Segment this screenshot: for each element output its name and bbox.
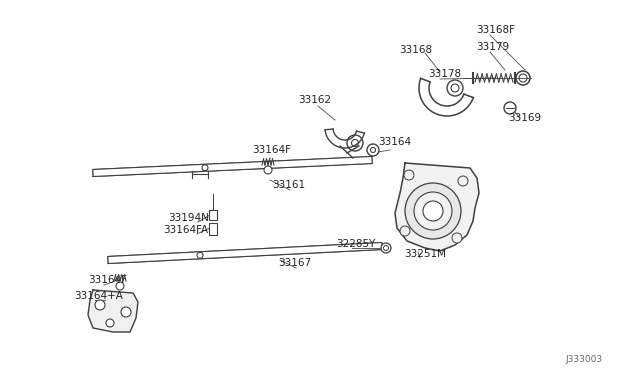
Circle shape [404,170,414,180]
Circle shape [106,319,114,327]
Circle shape [95,300,105,310]
FancyBboxPatch shape [209,223,217,235]
Text: 33164: 33164 [378,137,411,147]
Circle shape [383,246,388,250]
Text: 33179: 33179 [476,42,509,52]
Circle shape [519,74,527,82]
Circle shape [516,71,530,85]
Circle shape [347,135,363,151]
Circle shape [371,148,376,153]
Text: 33169: 33169 [508,113,541,123]
Circle shape [121,307,131,317]
Circle shape [451,84,459,92]
Circle shape [197,252,203,258]
Circle shape [116,282,124,290]
Circle shape [447,80,463,96]
Circle shape [504,102,516,114]
Circle shape [458,176,468,186]
Circle shape [351,140,358,147]
Text: 33161: 33161 [272,180,305,190]
Text: 33168F: 33168F [476,25,515,35]
Text: 33164F: 33164F [88,275,127,285]
Text: 33178: 33178 [428,69,461,79]
Text: 33164FA: 33164FA [163,225,208,235]
Polygon shape [395,163,479,251]
Text: 33251M: 33251M [404,249,446,259]
Text: 32285Y: 32285Y [336,239,376,249]
Text: 33194N: 33194N [168,213,209,223]
Text: J333003: J333003 [565,356,602,365]
Circle shape [367,144,379,156]
Circle shape [405,183,461,239]
Text: 33164+A: 33164+A [74,291,123,301]
Circle shape [202,165,208,171]
Circle shape [264,166,272,174]
Polygon shape [108,243,382,263]
FancyBboxPatch shape [209,210,217,220]
Text: 33162: 33162 [298,95,331,105]
Polygon shape [93,157,372,176]
Circle shape [414,192,452,230]
Circle shape [452,233,462,243]
Circle shape [400,226,410,236]
Text: 33168: 33168 [399,45,432,55]
Circle shape [381,243,391,253]
Text: 33167: 33167 [278,258,311,268]
Text: 33164F: 33164F [252,145,291,155]
Polygon shape [88,290,138,332]
Circle shape [423,201,443,221]
